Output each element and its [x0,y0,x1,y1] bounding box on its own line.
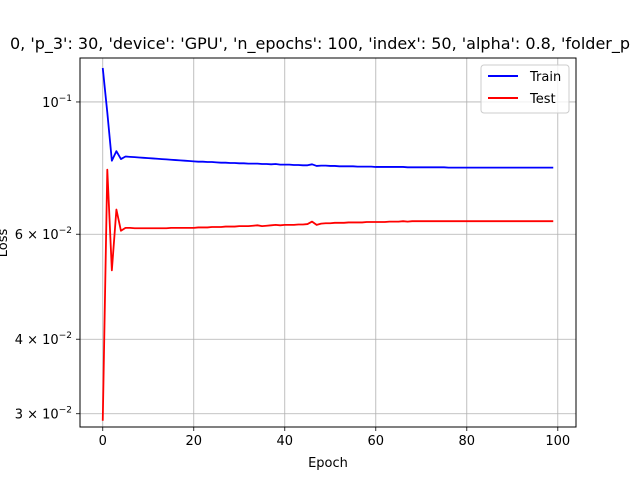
legend-label-train: Train [529,70,561,85]
x-tick-label: 80 [459,434,476,449]
y-tick-label: 4 × 10−2 [15,331,72,348]
x-tick-label: 60 [368,434,385,449]
plot-frame [79,57,577,428]
series-line-test [101,168,554,421]
series-layer [101,67,554,421]
legend: Train Test [480,64,570,114]
x-tick-label: 100 [545,434,570,449]
series-line-train [101,67,554,169]
y-tick-label: 3 × 10−2 [15,406,72,423]
x-tick-label: 20 [185,434,202,449]
x-tick-label: 0 [99,434,107,449]
y-tick-label: 6 × 10−2 [15,226,72,243]
x-axis-ticks: 0 20 40 60 80 100 [99,427,570,449]
y-axis-ticks: 10−1 6 × 10−2 4 × 10−2 3 × 10−2 [15,94,80,423]
y-tick-label: 10−1 [42,94,72,111]
chart-title: 0, 'p_3': 30, 'device': 'GPU', 'n_epochs… [10,34,630,54]
y-axis-label: Loss [0,229,11,258]
x-axis-label: Epoch [308,456,348,471]
legend-label-test: Test [529,92,556,107]
x-tick-label: 40 [276,434,293,449]
